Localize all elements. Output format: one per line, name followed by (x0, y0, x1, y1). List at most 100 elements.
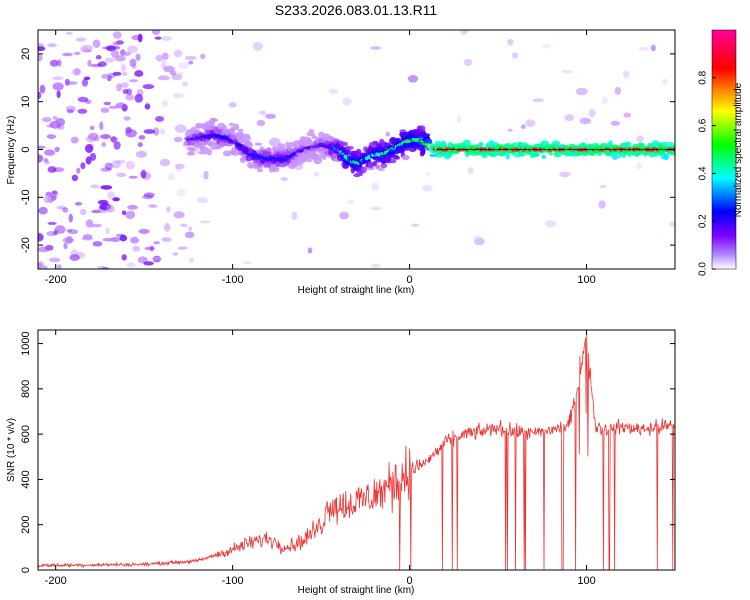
spectrogram-noise-blob (588, 108, 596, 118)
spectral-ridge-cell (229, 134, 238, 140)
snr-x-tick-label: 0 (407, 575, 413, 587)
spectral-ridge-cell (228, 122, 234, 127)
spectrogram-noise-blob (137, 33, 143, 43)
snr-panel: -200 -100 0 100 0 200 400 600 800 1000 Height of… (6, 329, 676, 596)
snr-y-tick-label: 0 (20, 567, 32, 573)
spectrogram-noise-blob (511, 52, 519, 59)
spectrogram-noise-blob (342, 98, 352, 106)
spectrogram-noise-blob (110, 49, 119, 58)
spectrogram-noise-blob (52, 115, 58, 120)
spectrogram-noise-blob (44, 160, 50, 165)
figure-title: S233.2026.083.01.13.R11 (275, 2, 438, 18)
spectrogram-x-tick-label: -100 (222, 274, 244, 286)
spectrogram-noise-blob (507, 38, 514, 46)
spectrogram-noise-blob (112, 71, 122, 76)
spectrogram-x-tick-label: 100 (577, 274, 595, 286)
spectrogram-noise-blob (53, 229, 58, 236)
spectral-ridge-cell (244, 135, 252, 142)
snr-y-tick-label: 200 (20, 516, 32, 534)
spectrogram-noise-blob (369, 206, 382, 211)
spectrogram-noise-blob (636, 162, 642, 170)
spectrogram-noise-blob (99, 121, 104, 131)
spectrogram-noise-blob (188, 60, 194, 65)
spectrogram-noise-blob (125, 94, 135, 101)
spectrogram-noise-blob (575, 87, 588, 96)
spectral-ridge-cell (393, 154, 399, 160)
spectrogram-noise-blob (84, 76, 91, 81)
colorbar-ticks: 0.0 0.2 0.4 0.6 0.8 (698, 70, 716, 276)
spectrogram-noise-blob (173, 93, 184, 99)
spectrogram-noise-blob (126, 88, 133, 96)
spectrogram-noise-blob (89, 125, 95, 131)
spectrogram-noise-blob (39, 84, 46, 94)
spectrogram-noise-blob (314, 171, 319, 177)
colorbar-tick-label: 0.8 (698, 70, 709, 84)
spectrogram-noise-blob (76, 167, 81, 174)
snr-x-ticks: -200 -100 0 100 (45, 330, 596, 587)
spectrogram-noise-blob (77, 108, 88, 114)
spectrogram-noise-blob (97, 61, 107, 67)
spectrogram-noise-blob (88, 132, 99, 141)
spectral-ridge-cell (401, 154, 410, 161)
spectrogram-noise-blob (407, 75, 419, 83)
colorbar: 0.0 0.2 0.4 0.6 0.8 Normalized spectral ampl… (698, 29, 744, 276)
spectrogram-noise-blob (155, 54, 164, 62)
spectrogram-noise-blob (456, 115, 462, 123)
spectrogram-noise-blob (56, 205, 67, 210)
spectrogram-y-tick-label: 10 (20, 96, 32, 108)
spectrogram-noise-blob (112, 45, 121, 50)
spectrogram-noise-blob (48, 257, 61, 263)
spectrogram-noise-blob (328, 88, 338, 95)
spectrogram-noise-blob (167, 173, 176, 181)
snr-y-tick-label: 1000 (20, 331, 32, 355)
spectrogram-noise-blob (623, 70, 630, 79)
spectral-ridge-cell (534, 153, 539, 157)
spectrogram-noise-blob (38, 206, 48, 215)
spectrogram-noise-blob (38, 54, 43, 62)
spectrogram-noise-blob (56, 124, 65, 130)
spectrogram-noise-blob (65, 31, 73, 35)
spectral-ridge-cell (548, 151, 554, 156)
spectral-ridge-cell (259, 146, 265, 152)
spectral-ridge-cell (207, 142, 214, 147)
spectrogram-noise-blob (184, 231, 195, 239)
spectrogram-noise-blob (599, 184, 607, 189)
spectrogram-noise-blob (79, 46, 90, 53)
spectral-ridge-cell (429, 153, 438, 158)
spectrogram-noise-blob (242, 261, 252, 264)
spectrogram-noise-blob (111, 160, 121, 169)
spectrogram-noise-blob (111, 138, 117, 143)
snr-x-tick-label: 100 (577, 575, 595, 587)
spectrogram-noise-blob (203, 170, 209, 180)
spectrogram-noise-blob (38, 233, 44, 242)
spectrogram-noise-blob (339, 211, 349, 220)
spectral-ridge-cell (505, 152, 511, 160)
spectrogram-noise-blob (264, 113, 277, 119)
spectrogram-noise-blob (126, 262, 136, 268)
spectrogram-noise-blob (371, 182, 380, 191)
spectrogram-noise-blob (105, 227, 110, 235)
spectrogram-noise-blob (85, 219, 94, 228)
spectrogram-noise-blob (256, 119, 266, 127)
spectrogram-noise-blob (101, 73, 110, 79)
spectrogram-noise-blob (189, 257, 195, 263)
spectrogram-noise-blob (155, 116, 165, 122)
spectrogram-noise-blob (460, 30, 469, 35)
spectrogram-noise-blob (91, 223, 102, 228)
spectrogram-noise-blob (525, 119, 536, 127)
spectrogram-noise-blob (125, 161, 135, 170)
spectrogram-noise-blob (71, 174, 79, 181)
spectrogram-noise-blob (422, 185, 433, 192)
spectrogram-noise-blob (65, 228, 73, 232)
spectrogram-noise-blob (474, 237, 485, 246)
spectral-ridge-cell (349, 146, 354, 150)
spectrogram-noise-blob (137, 256, 148, 264)
spectrogram-noise-blob (579, 117, 592, 125)
spectral-ridge-cell (420, 148, 426, 156)
spectrogram-noise-blob (184, 55, 197, 61)
spectrogram-noise-blob (559, 171, 571, 178)
spectrogram-noise-blob (38, 145, 46, 149)
spectrogram-noise-blob (90, 184, 100, 189)
spectrogram-noise-blob (69, 254, 80, 261)
